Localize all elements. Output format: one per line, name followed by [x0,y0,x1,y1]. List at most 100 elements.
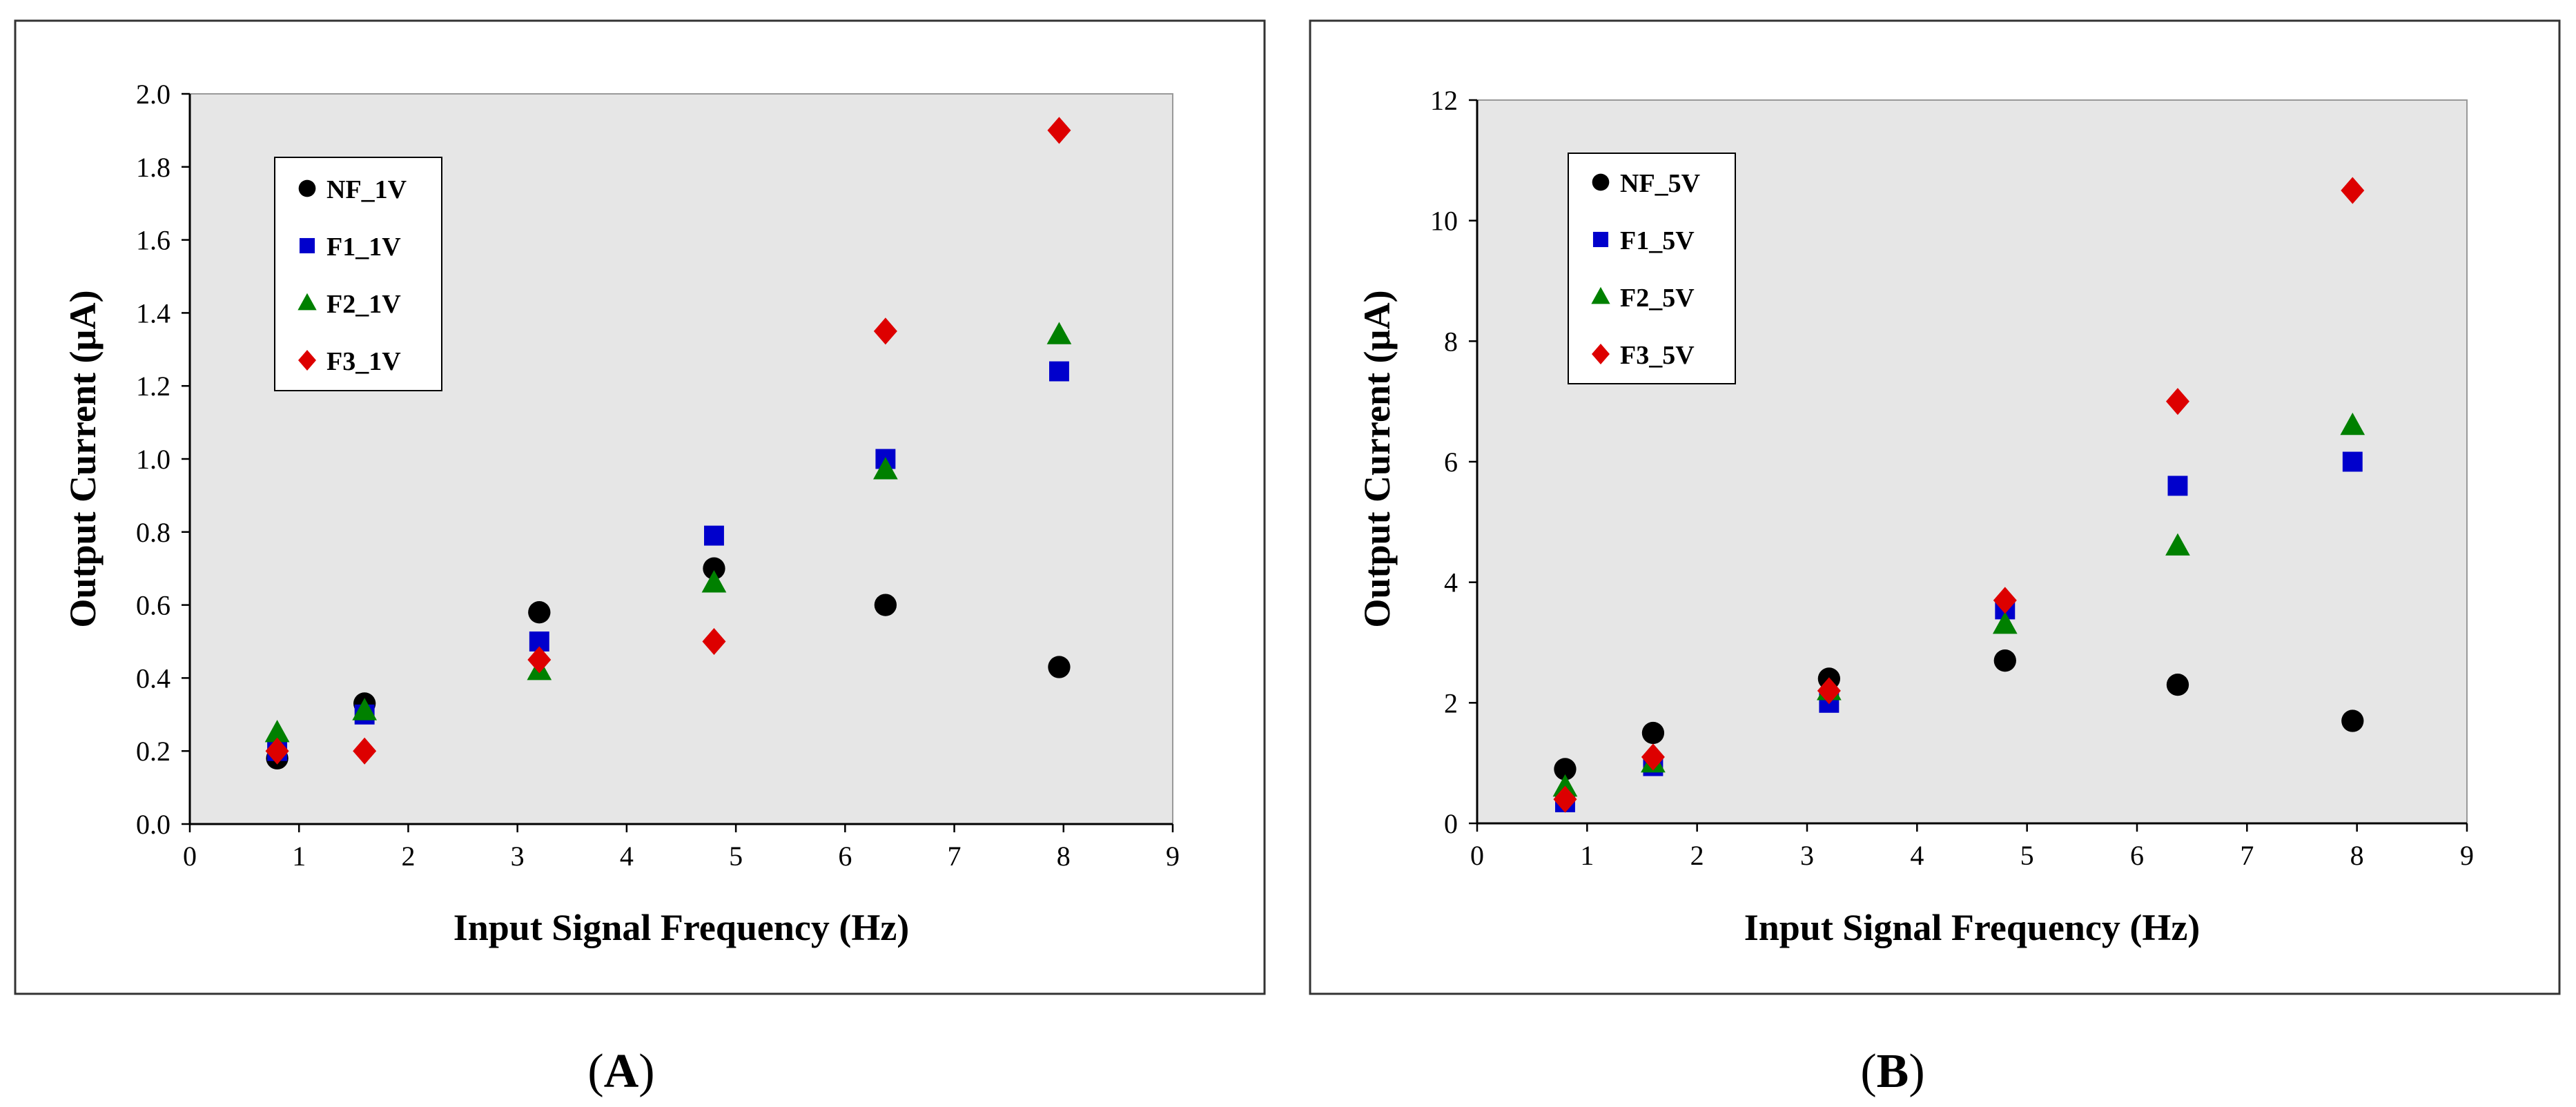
data-point-F1_1V [704,525,724,546]
legend-marker-F2_1V [297,293,317,311]
panel-b-legend: NF_5V F1_5V F2_5V F3_5V [1568,153,1736,384]
data-point-F2_5V [1552,774,1578,797]
data-point-F3_5V [1641,743,1665,771]
data-point-F3_1V [527,646,552,674]
data-point-NF_1V [703,557,725,580]
data-point-NF_5V [2166,673,2189,696]
data-point-F3_5V [2165,388,2189,415]
panel-a-x-tick-label: 1 [292,841,306,872]
panel-a-x-tick-label: 7 [948,841,962,872]
panel-a-x-tick-label: 0 [183,841,197,872]
panel-b-x-tick-label: 3 [1800,840,1814,871]
legend-label-F2_5V: F2_5V [1620,284,1695,313]
panel-a-y-axis-title: Output Current (µA) [62,290,104,627]
panel-a-y-tick-label: 0.8 [136,517,170,548]
data-point-F2_5V [1992,611,2018,634]
data-point-F1_1V [1048,361,1069,382]
data-point-F2_5V [2340,412,2365,435]
panel-a-y-tick-label: 1.0 [136,444,170,475]
panel-b-y-axis-title: Output Current (µA) [1356,290,1398,627]
panel-b-y-tick-label: 12 [1430,85,1458,116]
panel-a-y-tick-label: 0.2 [136,736,170,767]
legend-marker-F1_1V [299,237,315,254]
panel-a-x-tick-label: 9 [1166,841,1180,872]
data-point-F3_1V [873,317,897,345]
legend-marker-F3_5V [1592,344,1610,364]
panel-a-y-tick-label: 0.4 [136,663,170,694]
panel-b-legend-box [1568,153,1736,384]
data-point-F1_5V [2167,476,2188,496]
panel-a-marks [264,117,1072,770]
panel-a-legend-box [274,157,442,391]
panel-b-letter: B [1877,1045,1909,1098]
panel-b-x-tick-label: 2 [1690,840,1704,871]
legend-label-F2_1V: F2_1V [326,290,401,319]
panel-a-letter: A [604,1045,639,1098]
data-point-F2_1V [352,698,378,721]
panel-b-y-tick-label: 8 [1444,326,1458,357]
panel-a-x-tick-label: 6 [838,841,852,872]
panel-b-x-tick-label: 6 [2130,840,2144,871]
legend-marker-NF_5V [1592,173,1610,191]
panel-a-x-tick-label: 8 [1057,841,1071,872]
panel-a-x-tick-label: 5 [729,841,743,872]
panel-a-x-axis-title: Input Signal Frequency (Hz) [453,907,910,948]
panel-b-label: (B) [1860,1045,1924,1098]
legend-marker-F1_5V [1592,231,1609,248]
panel-a: 0 1 2 3 4 5 6 7 8 9 0.0 0.2 0.4 0.6 0.8 1.0 1.2 1.4 1.6 1.8… [14,19,1266,1098]
legend-marker-NF_1V [298,179,316,197]
panel-b-y-tick-label: 2 [1444,687,1458,718]
legend-label-F1_1V: F1_1V [326,233,401,262]
panel-a-label: (A) [587,1045,654,1098]
panel-a-x-tick-label: 2 [401,841,415,872]
data-point-F3_1V [702,627,726,656]
panel-a-axes: 0 1 2 3 4 5 6 7 8 9 0.0 0.2 0.4 0.6 0.8 1.0 1.2 1.4 1.6 1.8… [136,79,1180,872]
data-point-NF_1V [874,594,897,616]
panel-b-x-tick-label: 7 [2240,840,2254,871]
panel-a-y-tick-label: 2.0 [136,79,170,110]
panel-a-y-tick-label: 1.4 [136,297,170,329]
data-point-NF_1V [1048,656,1071,678]
legend-marker-F2_5V [1591,286,1610,304]
panel-b-marks [1552,177,2365,813]
data-point-NF_5V [1993,649,2016,672]
panel-a-y-tick-label: 1.2 [136,371,170,402]
panel-b-x-tick-label: 4 [1910,840,1924,871]
data-point-F2_1V [701,570,727,593]
panel-b-x-tick-label: 8 [2350,840,2364,871]
data-point-NF_5V [2341,709,2364,732]
legend-label-F1_5V: F1_5V [1620,226,1695,255]
data-point-F3_5V [1817,677,1841,705]
panel-b-y-tick-label: 6 [1444,447,1458,478]
panel-b-x-axis-title: Input Signal Frequency (Hz) [1744,907,2201,948]
panel-b-y-tick-label: 10 [1430,206,1458,237]
panel-a-y-tick-label: 1.6 [136,225,170,256]
panel-b-x-tick-label: 1 [1580,840,1594,871]
legend-label-F3_1V: F3_1V [326,347,401,376]
panel-b-x-tick-label: 5 [2020,840,2034,871]
panel-a-y-tick-label: 0.0 [136,809,170,840]
panel-a-x-tick-label: 3 [511,841,525,872]
data-point-F3_1V [1047,117,1071,144]
data-point-F3_5V [2341,177,2365,204]
data-point-F3_5V [1553,785,1577,813]
panel-a-legend: NF_1V F1_1V F2_1V F3_1V [274,157,442,391]
data-point-F2_1V [1046,322,1072,344]
panel-a-x-tick-label: 4 [620,841,634,872]
data-point-F2_1V [264,720,290,743]
panel-b-x-tick-label: 9 [2460,840,2474,871]
data-point-NF_5V [1554,758,1577,781]
panel-b-x-tick-label: 0 [1470,840,1484,871]
legend-label-NF_1V: NF_1V [326,175,407,204]
panel-a-y-tick-label: 1.8 [136,152,170,183]
panel-a-y-tick-label: 0.6 [136,590,170,621]
data-point-F2_1V [873,457,898,480]
panel-b-y-tick-label: 4 [1444,567,1458,598]
data-point-NF_5V [1641,721,1665,745]
legend-label-F3_5V: F3_5V [1620,341,1695,370]
legend-marker-F3_1V [298,350,316,371]
data-point-F1_5V [2342,451,2363,472]
